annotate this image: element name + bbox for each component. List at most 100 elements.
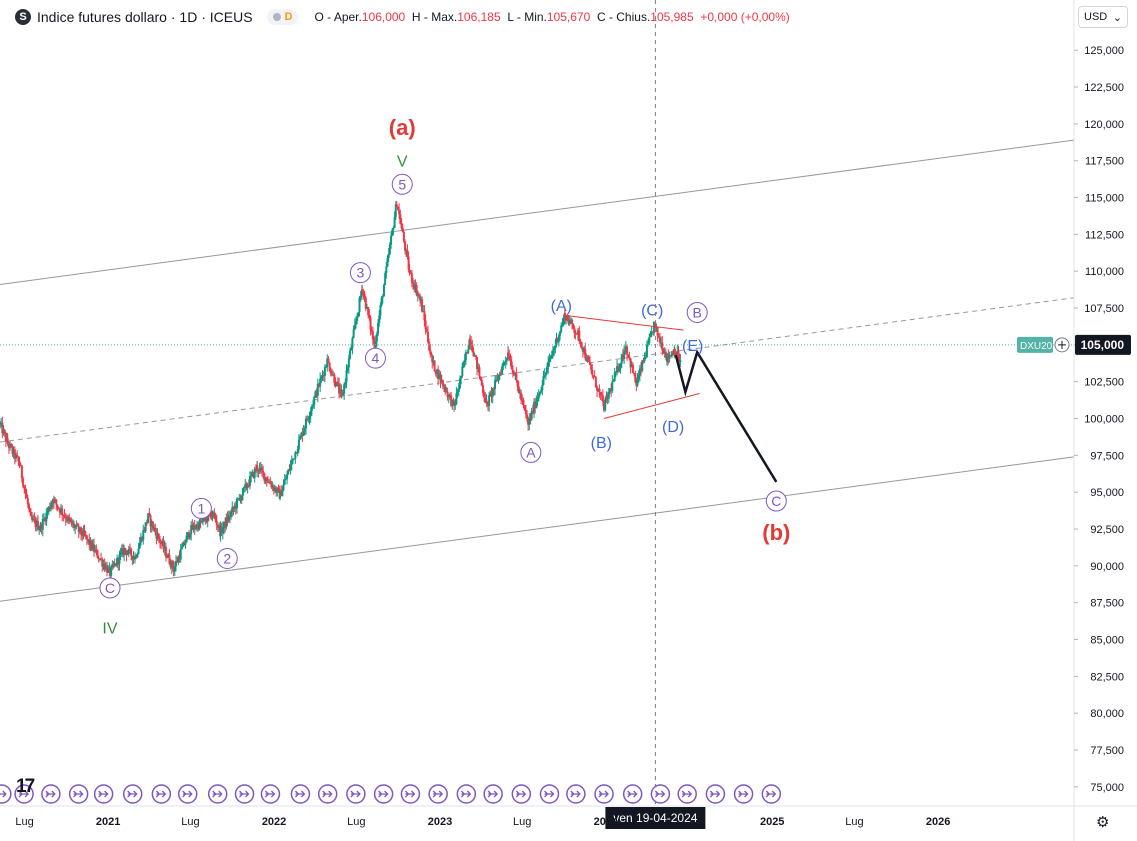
candle-body: [171, 561, 174, 569]
candle-body: [580, 342, 583, 348]
candle-body: [400, 223, 403, 228]
candle-body: [144, 522, 147, 532]
tradingview-logo-icon[interactable]: 17: [16, 776, 35, 797]
candle-body: [437, 369, 440, 380]
event-arrow-icon: [738, 790, 749, 798]
y-tick-label: 80,000: [1090, 708, 1124, 720]
settings-gear-icon[interactable]: ⚙: [1096, 814, 1110, 831]
candle-body: [563, 313, 566, 321]
wave-labels: (a) V 5 3 4 1 2 C IV (A) (B) (C) (D) (E) A B C (b): [99, 115, 790, 638]
candle-body: [338, 384, 341, 394]
candle-body: [80, 527, 83, 535]
open-value: 106,000: [361, 10, 406, 24]
candle-body: [588, 361, 591, 366]
candle-body: [611, 381, 614, 391]
candle-body: [31, 516, 34, 520]
candle-body: [297, 439, 300, 450]
candle-body: [642, 360, 645, 362]
event-arrow-icon: [570, 790, 581, 798]
candle-body: [627, 354, 630, 357]
candle-body: [9, 444, 12, 448]
candle-body: [489, 393, 492, 396]
candle-body: [414, 284, 417, 290]
price-axis[interactable]: 125,000 122,500 120,000 117,500 115,000 112,5…: [1073, 0, 1124, 841]
candle-body: [393, 217, 396, 228]
candle-body: [50, 505, 53, 509]
candle-body: [398, 209, 401, 215]
candle-body: [277, 488, 280, 490]
candle-body: [450, 395, 453, 406]
low-label: L - Min.: [507, 10, 547, 24]
candle-body: [509, 359, 512, 362]
candle-body: [356, 316, 359, 321]
candle-body: [314, 391, 317, 397]
y-tick-label: 85,000: [1090, 635, 1124, 647]
candle-body: [474, 355, 477, 357]
candle-body: [637, 375, 640, 380]
crosshair-date-label: ven 19-04-2024: [613, 811, 697, 825]
market-status[interactable]: D: [266, 9, 299, 25]
candle-body: [364, 297, 367, 309]
triangle-line: [564, 314, 684, 331]
time-axis[interactable]: Lug 2021 Lug 2022 Lug 2023 Lug 2024 2025 Lug 2026: [0, 805, 1137, 828]
y-tick-label: 117,500: [1085, 156, 1124, 168]
candle-body: [275, 488, 278, 493]
wave-label-circle: [99, 577, 121, 599]
y-tick-label: 120,000: [1084, 119, 1124, 131]
symbol-title[interactable]: Indice futures dollaro · 1D · ICEUS: [37, 9, 253, 25]
candle-body: [438, 373, 441, 380]
candle-body: [101, 559, 104, 567]
candle-body: [116, 557, 119, 566]
wave-label: B: [693, 304, 702, 320]
candle-body: [571, 319, 574, 325]
candle-body: [510, 361, 513, 370]
candle-body: [7, 443, 10, 448]
channel-line-lower: [0, 456, 1075, 602]
candle-body: [238, 497, 241, 499]
candle-body: [468, 339, 471, 343]
candle-body: [58, 508, 61, 513]
candle-body: [272, 486, 275, 491]
candle-body: [128, 548, 131, 550]
candle-body: [428, 341, 431, 351]
wave-label: (a): [389, 115, 416, 140]
candle-body: [658, 337, 661, 343]
candle-body: [441, 379, 444, 386]
candle-body: [626, 346, 629, 355]
event-arrow-icon: [127, 790, 138, 798]
event-arrow-icon: [182, 790, 193, 798]
candle-body: [575, 333, 578, 335]
symbol-logo-icon[interactable]: S: [15, 9, 31, 25]
candle-body: [95, 549, 98, 551]
candle-body: [149, 515, 152, 527]
candle-body: [11, 446, 14, 454]
currency-selector[interactable]: USD ⌄: [1078, 6, 1128, 28]
candle-body: [29, 512, 32, 517]
candle-body: [569, 319, 572, 322]
candle-body: [424, 320, 427, 330]
candle-body: [332, 374, 335, 376]
candle-body: [3, 430, 6, 434]
candle-body: [382, 284, 385, 297]
candle-body: [522, 400, 525, 406]
candle-body: [542, 375, 545, 385]
candle-body: [321, 375, 324, 377]
candle-body: [656, 327, 659, 336]
candle-body: [27, 504, 30, 510]
candle-body: [296, 449, 299, 454]
wave-label: (E): [682, 338, 703, 355]
candle-body: [423, 311, 426, 321]
candle-body: [303, 428, 306, 431]
candle-body: [2, 430, 5, 434]
event-arrow-icon: [404, 790, 416, 798]
candle-body: [221, 527, 224, 534]
candle-body: [96, 550, 99, 558]
candle-body: [612, 381, 615, 383]
wave-label: 5: [398, 176, 406, 192]
candle-body: [455, 393, 458, 405]
candle-body: [508, 355, 511, 360]
candle-body: [38, 529, 41, 531]
candle-body: [524, 410, 527, 415]
candle-body: [363, 293, 366, 298]
